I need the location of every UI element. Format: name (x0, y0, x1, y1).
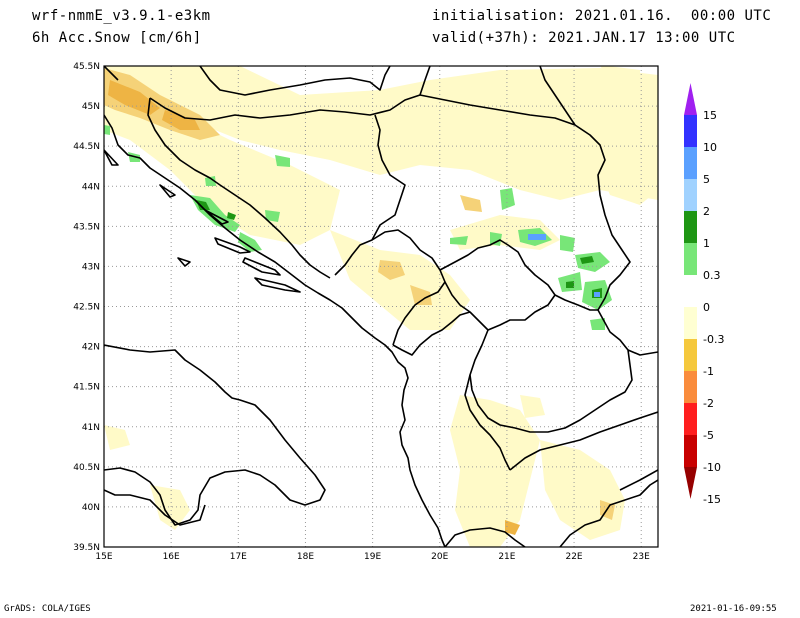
colorbar-label: -10 (703, 461, 721, 474)
lat-label: 43N (82, 262, 100, 272)
colorbar-segment (684, 147, 697, 179)
lat-label: 45.5N (73, 62, 100, 72)
lat-label: 41.5N (73, 383, 100, 393)
lon-label: 20E (431, 552, 448, 562)
colorbar-segment (684, 435, 697, 467)
colorbar-segment (684, 179, 697, 211)
colorbar-label: 2 (703, 205, 710, 218)
colorbar-label: 0.3 (703, 269, 721, 282)
colorbar-label: 5 (703, 173, 710, 186)
lat-label: 42.5N (73, 303, 100, 313)
lat-label: 39.5N (73, 543, 100, 553)
colorbar-segment (684, 307, 697, 339)
colorbar-segment (684, 339, 697, 371)
valid-time: valid(+37h): 2021.JAN.17 13:00 UTC (432, 30, 736, 46)
map-frame (103, 65, 659, 548)
colorbar-label: 10 (703, 141, 717, 154)
lon-label: 18E (297, 552, 314, 562)
init-time: initialisation: 2021.01.16. 00:00 UTC (432, 8, 772, 24)
render-timestamp: 2021-01-16-09:55 (690, 604, 777, 614)
lat-label: 42N (82, 343, 100, 353)
longitude-labels: 15E 16E 17E 18E 19E 20E 21E 22E 23E (95, 552, 650, 562)
lat-label: 45N (82, 102, 100, 112)
lon-label: 21E (498, 552, 515, 562)
colorbar-bottom-arrow (684, 467, 697, 499)
lat-label: 40N (82, 503, 100, 513)
colorbar-label: -0.3 (703, 333, 724, 346)
colorbar-segment (684, 211, 697, 243)
grads-credit: GrADS: COLA/IGES (4, 604, 91, 614)
model-title: wrf-nmmE_v3.9.1-e3km (32, 8, 211, 24)
lon-label: 16E (163, 552, 180, 562)
map-gridlines (104, 66, 658, 547)
colorbar-segment (684, 371, 697, 403)
lat-label: 41N (82, 423, 100, 433)
colorbar-label: 1 (703, 237, 710, 250)
lon-label: 23E (633, 552, 650, 562)
colorbar-segment (684, 243, 697, 275)
lon-label: 17E (230, 552, 247, 562)
lon-label: 15E (95, 552, 112, 562)
colorbar-label: -1 (703, 365, 714, 378)
colorbar: 15 10 5 2 1 0.3 0 -0.3 -1 -2 -5 -10 -15 (684, 83, 724, 506)
lat-label: 44N (82, 182, 100, 192)
lon-label: 22E (565, 552, 582, 562)
colorbar-segment (684, 403, 697, 435)
colorbar-segment (684, 275, 697, 307)
colorbar-label: -5 (703, 429, 714, 442)
field-title: 6h Acc.Snow [cm/6h] (32, 30, 202, 46)
colorbar-top-arrow (684, 83, 697, 115)
snow-map: 15E 16E 17E 18E 19E 20E 21E 22E 23E 45.5N 45N 44.5… (73, 62, 724, 562)
colorbar-label: 0 (703, 301, 710, 314)
lat-label: 43.5N (73, 222, 100, 232)
colorbar-label: -15 (703, 493, 721, 506)
colorbar-label: 15 (703, 109, 717, 122)
colorbar-label: -2 (703, 397, 714, 410)
latitude-labels: 45.5N 45N 44.5N 44N 43.5N 43N 42.5N 42N 41.5N 41N… (73, 62, 100, 553)
coastlines-borders (104, 66, 658, 547)
lat-label: 40.5N (73, 463, 100, 473)
lat-label: 44.5N (73, 142, 100, 152)
lon-label: 19E (364, 552, 381, 562)
colorbar-segment (684, 115, 697, 147)
